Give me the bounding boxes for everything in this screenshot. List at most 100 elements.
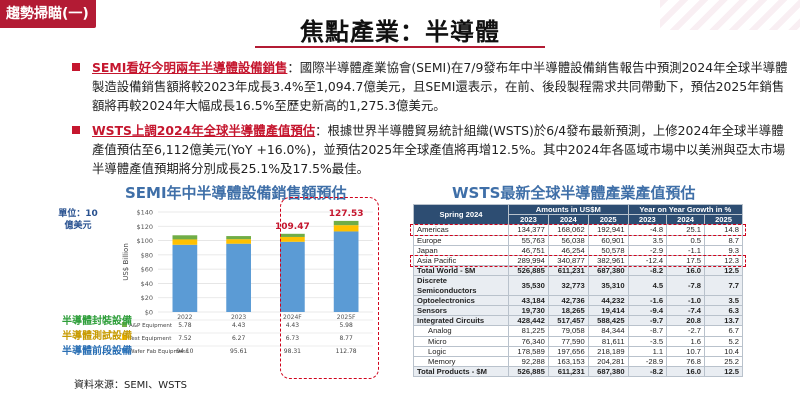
x-tick-label: 2025F [337,314,356,321]
cell-value: 1.1 [627,345,668,358]
cell-value: 10.4 [704,345,743,358]
table-row: Japan 46,751 46,254 50,578 -2.9 -1.1 9.3 [413,244,743,257]
cell-value: 1.6 [666,335,706,347]
legend-fab-label: 半導體前段設備 [62,346,132,357]
cell-value: 56,038 [547,234,589,246]
legend-value: 95.61 [230,348,247,355]
table-row: Total Products - $M 526,885 611,231 687,380… [413,366,743,378]
source-note: 資料來源：SEMI、WSTS [74,380,187,391]
bar-segment-a-p-equipment [333,220,359,226]
cell-value: 8.7 [704,234,743,246]
bar-segment-wafer-fab-equipment [226,243,251,312]
title-underline [255,46,545,48]
cell-value: 32,773 [547,275,589,296]
bullet-lead: WSTS上調2024年全球半導體產值預估 [92,123,316,138]
cell-value: -7.4 [666,305,706,317]
legend-value: 7.52 [178,335,192,342]
row-label: Micro [413,335,509,347]
bullet-text: ：根據世界半導體貿易統計組織(WSTS)於6/4發布最新預測，上修2024年全球… [92,123,786,176]
cell-value: 77,590 [547,335,589,347]
row-label: Integrated Circuits [413,315,509,327]
legend-value: 94.10 [176,348,193,355]
table-row: Discrete Semiconductors 35,530 32,773 35,31… [413,275,743,296]
cell-value: 18,265 [547,305,589,317]
bullet-wsts: WSTS上調2024年全球半導體產值預估：根據世界半導體貿易統計組織(WSTS)… [72,121,788,178]
cell-value: 12.3 [704,255,743,267]
table-row: Sensors 19,730 18,265 19,414 -9.4 -7.4 6.3 [413,305,743,317]
legend-value: 6.73 [286,335,300,342]
bullet-list: SEMI看好今明兩年半導體設備銷售：國際半導體產業協會(SEMI)在7/9發布年… [72,58,788,184]
table-row: Micro 76,340 77,590 81,611 -3.5 1.6 5.2 [413,335,743,347]
legend-value: 5.78 [178,322,192,329]
cell-value: 81,225 [508,325,549,337]
table-row: Americas 134,377 168,062 192,941 -4.8 25.1 14.… [413,224,743,236]
bar-total-label: 109.47 [275,222,310,232]
cell-value: 81,611 [587,335,629,347]
cell-value: 4.5 [627,275,668,296]
cell-value: 6.7 [704,325,743,337]
cell-value: 517,457 [547,315,589,327]
y-tick-label: $100 [136,237,153,245]
cell-value: 5.2 [704,335,743,347]
row-label: Europe [413,234,509,246]
cell-value: 76,340 [508,335,549,347]
legend-swatch [122,348,127,353]
page-title: 焦點產業：半導體 [300,18,500,46]
bar-segment-wafer-fab-equipment [280,241,305,312]
bar-chart: US$ Billion $0 $20 $40 $60 $80 $100 $120 $140 109… [120,209,373,355]
bar-segment-a-p-equipment [172,235,198,240]
legend-value: 4.43 [286,322,300,329]
legend-value: 98.31 [284,348,301,355]
legend-series-name: Test Equipment [128,336,172,342]
cell-value: -9.4 [627,305,668,317]
bar-total-label: 127.53 [329,209,364,219]
y-tick-label: $40 [141,280,153,288]
cell-value: 526,885 [508,366,549,378]
cell-value: 19,414 [587,305,629,317]
cell-value: 35,310 [587,275,629,296]
cell-value: 163,153 [547,356,589,368]
cell-value: -8.2 [627,366,668,378]
cell-value: -8.2 [627,265,668,277]
cell-value: 526,885 [508,265,549,277]
right-table-title: WSTS最新全球半導體產業產值預估 [452,184,696,202]
cell-value: -28.9 [627,356,668,368]
cell-value: 588,425 [587,315,629,327]
cell-value: 76.8 [666,356,706,368]
y-tick-label: $140 [136,209,153,217]
cell-value: 42,736 [547,294,589,307]
bullet-square-icon [72,126,80,134]
y-tick-label: $20 [141,294,153,302]
cell-value: 218,189 [587,345,629,358]
table-row: Integrated Circuits 428,442 517,457 588,425… [413,315,743,327]
cell-value: 7.7 [704,275,743,296]
cell-value: 687,380 [587,265,629,277]
cell-value: 13.7 [704,315,743,327]
bar-segment-wafer-fab-equipment [172,244,198,312]
legend-value: 112.78 [336,348,357,355]
x-tick-label: 2022 [177,314,192,321]
bar-segment-test-equipment [280,236,305,242]
table-row: Europe 55,763 56,038 60,901 3.5 0.5 8.7 [413,234,743,246]
cell-value: 84,344 [587,325,629,337]
x-tick-label: 2023 [231,314,246,321]
cell-value: 44,232 [587,294,629,307]
row-label: Logic [413,345,509,358]
cell-value: 611,231 [547,366,589,378]
cell-value: 192,941 [587,224,629,236]
cell-value: 687,380 [587,366,629,378]
cell-value: 16.0 [666,265,706,277]
cell-value: 55,763 [508,234,549,246]
row-label: Total World - $M [413,265,509,277]
cell-value: 25.2 [704,356,743,368]
highlight-left-bars [280,197,379,379]
table-head-spring: Spring 2024 [413,203,509,226]
bar-segment-a-p-equipment [280,233,305,237]
table-row: Optoelectronics 43,184 42,736 44,232 -1.6 -1.… [413,294,743,307]
bar-segment-a-p-equipment [226,236,251,240]
cell-value: -3.5 [627,335,668,347]
row-label: Discrete Semiconductors [413,275,509,296]
cell-value: 6.3 [704,305,743,317]
table-body: Americas 134,377 168,062 192,941 -4.8 25.1 14.… [413,224,743,378]
y-axis-label: US$ Billion [122,243,130,281]
